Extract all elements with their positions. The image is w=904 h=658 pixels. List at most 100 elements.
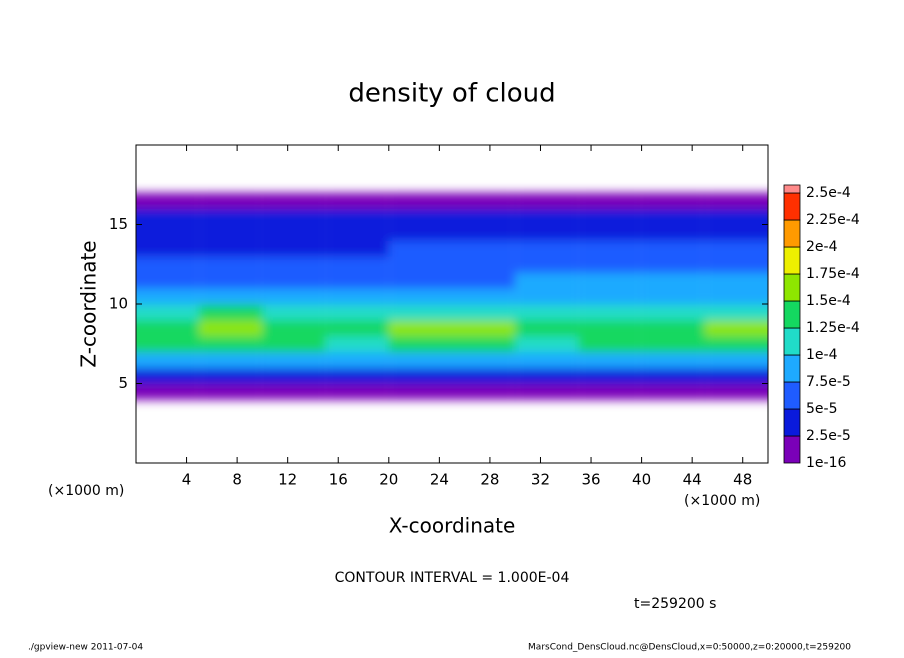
field-cell (578, 335, 642, 353)
field-cell (578, 256, 642, 273)
field-cell (325, 256, 389, 273)
y-tick-label: 5 (118, 374, 128, 392)
field-cell (452, 319, 516, 337)
colorbar-box (783, 327, 801, 356)
field-cell (452, 192, 516, 210)
field-cell (262, 383, 326, 400)
field-cell (704, 319, 768, 337)
field-cell (199, 431, 262, 447)
colorbar-label: 1e-4 (806, 347, 838, 363)
field-cell (515, 367, 579, 384)
field-cell (704, 383, 768, 400)
field-cell (199, 224, 263, 241)
colorbar-box (783, 435, 801, 464)
field-cell (388, 288, 452, 305)
field-cell (704, 192, 768, 210)
field-cell (515, 192, 579, 210)
field-cell (515, 256, 579, 273)
field-cell (388, 192, 452, 210)
field-cell (199, 383, 263, 400)
field-cells (136, 145, 778, 463)
field-cell (325, 304, 389, 321)
field-cell (578, 192, 642, 210)
x-tick-label: 8 (232, 471, 242, 489)
x-tick-label: 32 (531, 471, 550, 489)
field-cell (515, 177, 578, 193)
x-tick-label: 20 (379, 471, 398, 489)
field-cell (136, 240, 200, 257)
colorbar-label: 7.5e-5 (806, 374, 851, 390)
field-cell (325, 208, 389, 225)
field-cell (515, 415, 578, 431)
field-cell (641, 256, 705, 273)
field-cell (704, 272, 768, 289)
colorbar-box (783, 354, 801, 383)
field-cell (199, 351, 263, 369)
colorbar-label: 2e-4 (806, 239, 838, 255)
field-cell (136, 383, 200, 400)
field-cell (262, 399, 325, 415)
field-cell (515, 447, 578, 463)
field-cell (199, 177, 262, 193)
field-cell (388, 208, 452, 225)
field-cell (578, 319, 642, 337)
field-cell (515, 161, 578, 177)
field-cell (262, 145, 325, 161)
field-cell (262, 272, 326, 289)
colorbar-box (783, 300, 801, 329)
chart-title: density of cloud (348, 79, 555, 109)
field-cell (262, 256, 326, 273)
field-cell (199, 208, 263, 225)
field-cell (326, 415, 389, 431)
field-cell (704, 335, 768, 353)
x-tick-label: 36 (581, 471, 600, 489)
field-cell (641, 304, 705, 321)
field-cell (262, 304, 326, 321)
field-cell (704, 367, 768, 384)
field-cell (325, 319, 389, 337)
field-cell (199, 192, 263, 210)
colorbar-label: 1e-16 (806, 455, 846, 471)
colorbar-label: 2.25e-4 (806, 212, 860, 228)
field-cell (641, 335, 705, 353)
field-cell (578, 431, 641, 447)
field-cell (515, 208, 579, 225)
colorbar-label: 1.5e-4 (806, 293, 851, 309)
field-cell (325, 367, 389, 384)
field-cell (325, 224, 389, 241)
field-cell (642, 431, 705, 447)
field-cell (578, 145, 641, 161)
field-cell (641, 351, 705, 369)
field-cell (326, 177, 389, 193)
field-cell (452, 399, 515, 415)
colorbar-box (783, 184, 801, 194)
field-cell (578, 447, 641, 463)
field-cell (388, 367, 452, 384)
field-cell (136, 288, 200, 305)
field-cell (199, 415, 262, 431)
field-cell (641, 240, 705, 257)
field-cell (578, 304, 642, 321)
field-cell (578, 351, 642, 369)
colorbar-label: 1.25e-4 (806, 320, 860, 336)
field-cell (388, 224, 452, 241)
colorbar-box (783, 246, 801, 275)
field-cell (325, 351, 389, 369)
field-cell (262, 161, 325, 177)
colorbar-box (783, 273, 801, 302)
field-cell (262, 177, 325, 193)
field-cell (578, 399, 641, 415)
field-cell (452, 415, 515, 431)
field-cell (705, 399, 778, 415)
field-cell (515, 145, 578, 161)
field-cell (705, 145, 778, 161)
field-cell (642, 161, 705, 177)
field-cell (325, 335, 389, 353)
field-cell (199, 240, 263, 257)
field-cell (515, 431, 578, 447)
field-cell (326, 145, 389, 161)
field-cell (388, 335, 452, 353)
field-cell (388, 240, 452, 257)
field-cell (642, 399, 705, 415)
field-cell (452, 431, 515, 447)
